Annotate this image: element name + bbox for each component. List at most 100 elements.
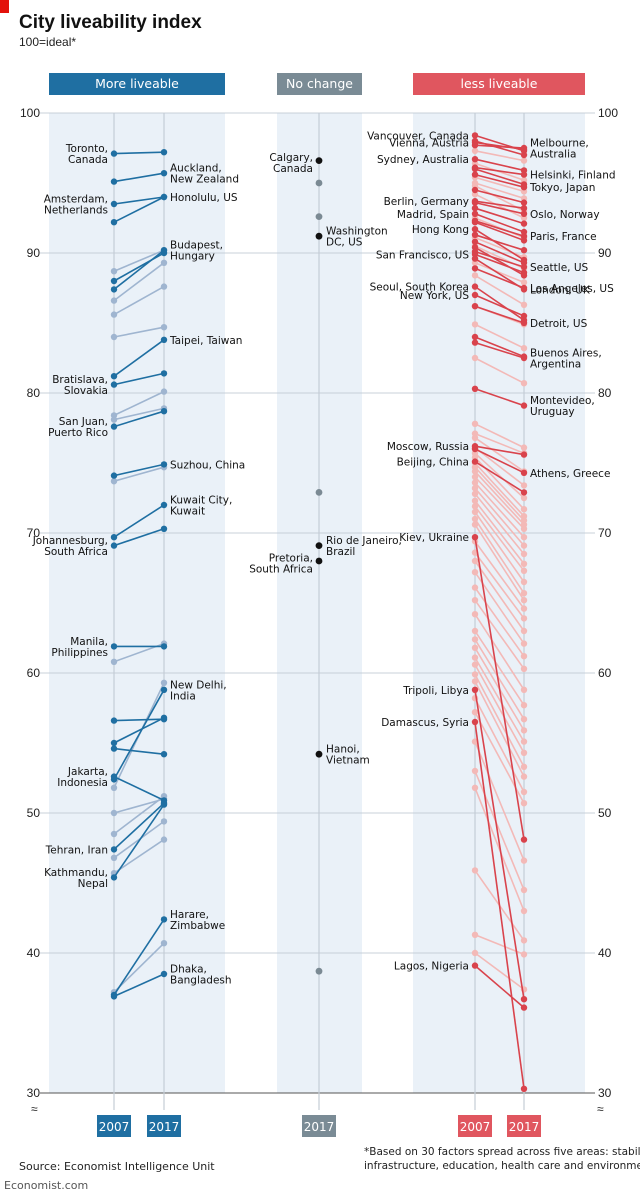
less-liveable-city-line [474,741,525,861]
less-liveable-city-line [474,388,525,407]
header-less-liveable-bg [413,73,585,95]
city-label: South Africa [44,546,108,558]
city-label: San Juan, [59,416,108,428]
less-liveable-city-line [474,437,525,473]
less-liveable-city-line [474,246,525,277]
less-liveable-city-line [474,657,525,743]
less-liveable-city-point-2017 [520,312,528,320]
city-label: DC, US [326,237,363,249]
less-liveable-city-line [474,341,525,359]
y-tick-label: 30 [27,1086,41,1100]
less-liveable-city-point-2017 [520,279,528,286]
more-liveable-city-point-2007 [110,854,118,861]
city-label: Vancouver, Canada [367,130,469,142]
less-liveable-city-point-2007 [471,636,479,643]
more-liveable-city-point-2017 [160,836,168,843]
less-liveable-city-point-2007 [471,199,479,206]
less-liveable-city-point-2017 [520,560,528,567]
less-liveable-city-line [474,689,525,1000]
less-liveable-city-line [474,674,525,768]
city-label: New York, US [400,290,469,302]
more-liveable-city-point-2017 [160,679,168,686]
less-liveable-city-point-2017 [520,494,528,502]
city-label: Washington [326,226,388,238]
less-liveable-city-point-2007 [471,139,479,146]
y-tick-label: 70 [27,526,41,540]
less-liveable-city-point-2007 [471,231,479,238]
year-labels: 2007 2017 2017 2007 2017 [97,1115,541,1137]
more-liveable-city-point-2007 [110,773,118,780]
less-liveable-city-point-2017 [520,506,528,513]
city-label: Suzhou, China [170,459,245,471]
chart-marks [110,132,528,1093]
less-liveable-city-point-2007 [471,485,479,492]
less-liveable-city-line [474,721,525,1089]
less-liveable-city-line [474,221,525,242]
less-liveable-city-point-2017 [520,615,528,622]
y-tick-label: 90 [598,246,612,260]
y-tick-label: 40 [598,946,612,960]
less-liveable-city-point-2017 [520,773,528,780]
city-label: Toronto, [65,143,108,155]
more-liveable-city-point-2007 [110,333,118,341]
less-liveable-city-point-2017 [520,534,528,541]
less-liveable-city-line [474,462,525,517]
city-label: Vienna, Austria [389,137,469,149]
year-box [147,1115,181,1137]
city-label: Amsterdam, [44,194,108,206]
year-label: 2017 [509,1120,540,1134]
less-liveable-city-point-2017 [520,451,528,458]
less-liveable-city-point-2017 [520,210,528,217]
more-liveable-city-point-2007 [110,534,118,541]
city-label: Budapest, [170,240,223,252]
header-no-change: No change [286,76,353,91]
more-liveable-city-point-2017 [160,818,168,825]
city-label: Nepal [78,878,108,890]
more-liveable-city-point-2017 [160,751,168,758]
less-liveable-city-line [474,452,525,499]
less-liveable-city-line [474,285,525,321]
more-liveable-city-line [113,410,165,428]
more-liveable-city-line [113,802,165,850]
less-liveable-city-point-2007 [471,210,479,217]
more-liveable-city-point-2007 [110,846,118,853]
less-liveable-city-line [474,294,525,317]
more-liveable-city-point-2017 [160,170,168,177]
more-liveable-city-point-2007 [110,784,118,791]
less-liveable-city-point-2017 [520,542,528,549]
less-liveable-city-point-2007 [471,654,479,661]
less-liveable-city-point-2017 [520,788,528,796]
less-liveable-city-line [474,234,525,251]
less-liveable-city-point-2007 [471,272,479,279]
less-liveable-city-line [474,193,525,219]
city-label: Tripoli, Libya [402,685,469,697]
less-liveable-city-line [474,220,525,237]
less-liveable-city-point-2007 [471,238,479,245]
more-liveable-city-line [113,747,165,755]
more-liveable-city-point-2007 [110,416,118,423]
more-liveable-city-line [113,918,165,996]
less-liveable-city-line [474,432,525,454]
city-label: Vietnam [326,755,370,767]
no-change-city-point [315,232,323,240]
city-label: Lagos, Nigeria [394,961,469,973]
less-liveable-city-point-2017 [520,686,528,693]
more-liveable-city-line [113,249,165,291]
less-liveable-city-point-2007 [471,248,479,255]
less-liveable-city-line [474,323,525,349]
less-liveable-city-point-2017 [520,1004,528,1011]
y-tick-label: 40 [27,946,41,960]
less-liveable-city-line [474,228,525,261]
less-liveable-city-point-2007 [471,686,479,693]
less-liveable-city-point-2007 [471,962,479,969]
less-liveable-city-point-2017 [520,402,528,409]
city-label: Johannesburg, [32,535,108,547]
city-label: Canada [273,163,313,175]
more-liveable-city-point-2017 [160,324,168,331]
less-liveable-city-point-2007 [471,468,479,475]
less-liveable-city-line [474,182,525,200]
less-liveable-city-point-2017 [520,627,528,635]
less-liveable-city-point-2017 [520,199,528,206]
less-liveable-city-line [474,630,525,706]
